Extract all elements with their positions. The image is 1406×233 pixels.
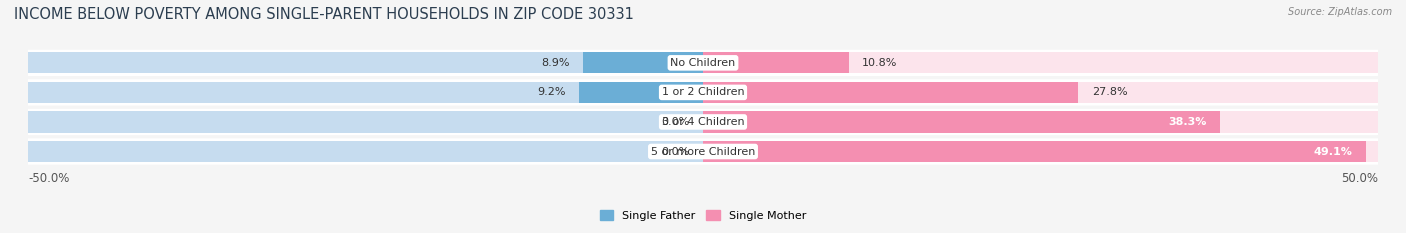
Bar	[583, 52, 703, 73]
Legend: Single Father, Single Mother: Single Father, Single Mother	[596, 206, 810, 225]
Bar	[28, 52, 703, 73]
Bar	[703, 82, 1378, 103]
Text: 3 or 4 Children: 3 or 4 Children	[662, 117, 744, 127]
Bar	[703, 141, 1378, 162]
Text: 49.1%: 49.1%	[1313, 147, 1353, 157]
Bar	[703, 111, 1220, 133]
Text: 0.0%: 0.0%	[661, 117, 689, 127]
Text: Source: ZipAtlas.com: Source: ZipAtlas.com	[1288, 7, 1392, 17]
Bar	[28, 111, 703, 133]
Text: No Children: No Children	[671, 58, 735, 68]
Text: 50.0%: 50.0%	[1341, 172, 1378, 185]
Text: 8.9%: 8.9%	[541, 58, 569, 68]
Text: 9.2%: 9.2%	[537, 87, 565, 97]
Bar	[703, 52, 849, 73]
Text: 38.3%: 38.3%	[1168, 117, 1206, 127]
Bar	[28, 141, 703, 162]
Text: 0.0%: 0.0%	[661, 147, 689, 157]
Bar	[703, 111, 1378, 133]
Text: 27.8%: 27.8%	[1091, 87, 1128, 97]
Bar	[703, 52, 1378, 73]
FancyBboxPatch shape	[28, 138, 1378, 165]
Text: 10.8%: 10.8%	[862, 58, 897, 68]
Text: 1 or 2 Children: 1 or 2 Children	[662, 87, 744, 97]
Bar	[579, 82, 703, 103]
FancyBboxPatch shape	[28, 79, 1378, 106]
Text: -50.0%: -50.0%	[28, 172, 69, 185]
Bar	[28, 82, 703, 103]
Text: INCOME BELOW POVERTY AMONG SINGLE-PARENT HOUSEHOLDS IN ZIP CODE 30331: INCOME BELOW POVERTY AMONG SINGLE-PARENT…	[14, 7, 634, 22]
FancyBboxPatch shape	[28, 50, 1378, 76]
FancyBboxPatch shape	[28, 109, 1378, 135]
Bar	[703, 82, 1078, 103]
Text: 5 or more Children: 5 or more Children	[651, 147, 755, 157]
Bar	[703, 141, 1365, 162]
